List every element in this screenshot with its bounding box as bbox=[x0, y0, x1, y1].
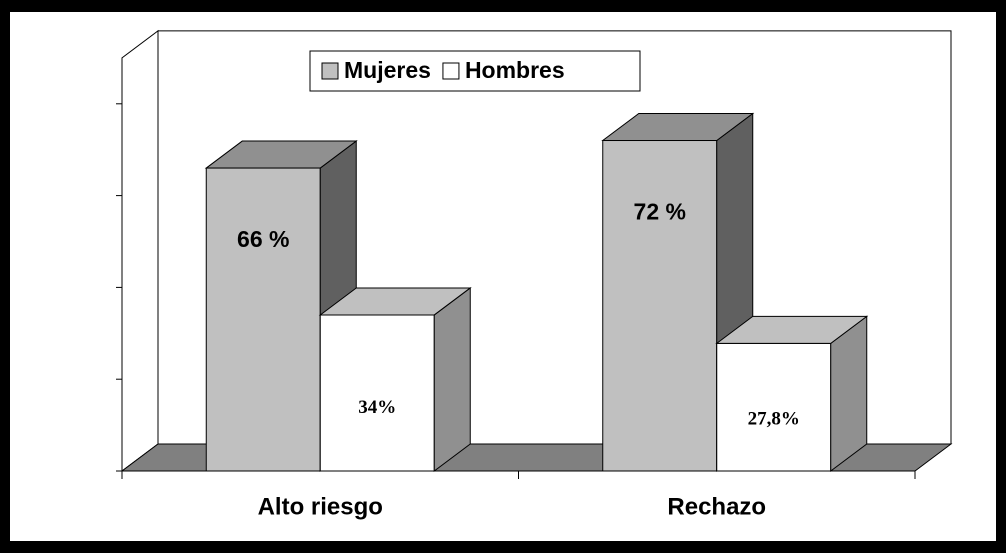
bar-front bbox=[319, 314, 435, 472]
bar-front bbox=[205, 167, 321, 472]
bar-top bbox=[318, 287, 472, 316]
legend-swatch bbox=[321, 62, 339, 80]
x-tick-label: Rechazo bbox=[667, 493, 766, 520]
legend-label: Hombres bbox=[465, 57, 565, 83]
legend-swatch bbox=[442, 62, 460, 80]
bar-top bbox=[204, 140, 358, 169]
legend-box bbox=[309, 50, 641, 92]
bar-top bbox=[715, 315, 869, 344]
side-wall bbox=[121, 29, 159, 472]
data-label: 66 % bbox=[237, 226, 289, 252]
data-label: 27,8% bbox=[748, 408, 800, 429]
x-tick-label: Alto riesgo bbox=[258, 493, 383, 520]
bar-top bbox=[601, 113, 755, 142]
bar-side bbox=[433, 286, 471, 472]
bar-front bbox=[716, 342, 832, 472]
data-label: 34% bbox=[358, 397, 396, 418]
bar-front bbox=[602, 140, 718, 472]
data-label: 72 % bbox=[634, 199, 686, 225]
legend-label: Mujeres bbox=[344, 57, 431, 83]
